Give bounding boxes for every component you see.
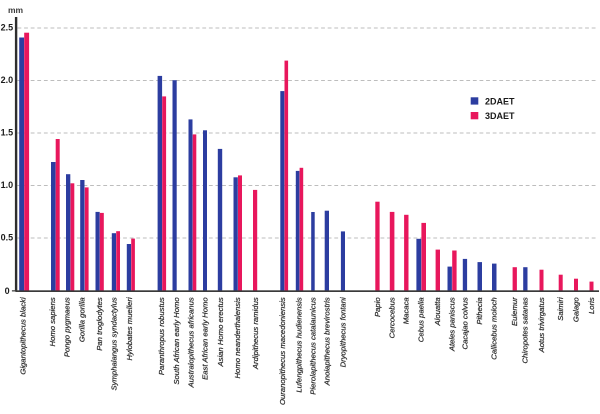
svg-text:Pierolapithecus catalaunicus: Pierolapithecus catalaunicus <box>308 297 317 395</box>
svg-text:Papio: Papio <box>373 297 382 317</box>
svg-text:Australopithecus africanus: Australopithecus africanus <box>186 297 195 388</box>
svg-text:Saimiri: Saimiri <box>556 297 565 321</box>
svg-text:2.0: 2.0 <box>1 75 14 85</box>
svg-text:Ateles paniscus: Ateles paniscus <box>448 297 457 352</box>
svg-text:Gigantopithecus blacki: Gigantopithecus blacki <box>18 297 27 375</box>
svg-text:Cercocebus: Cercocebus <box>388 297 397 338</box>
svg-text:Alouatta: Alouatta <box>433 297 442 327</box>
svg-text:Cacajao colvus: Cacajao colvus <box>460 297 469 349</box>
svg-text:Dryopithecus fontani: Dryopithecus fontani <box>338 297 347 367</box>
svg-text:Homo neanderthalensis: Homo neanderthalensis <box>233 297 242 378</box>
svg-text:Pithecia: Pithecia <box>475 297 484 325</box>
svg-text:Gorilla gorilla: Gorilla gorilla <box>77 297 86 343</box>
svg-text:Pongo pygmaeus: Pongo pygmaeus <box>62 297 71 357</box>
svg-text:Galago: Galago <box>571 297 580 323</box>
svg-text:Asian Homo erectus: Asian Homo erectus <box>216 297 225 367</box>
svg-text:Homo sapiens: Homo sapiens <box>48 297 57 346</box>
svg-text:Anoiapithecus brevirostris: Anoiapithecus brevirostris <box>322 297 331 386</box>
svg-text:2.5: 2.5 <box>1 23 14 33</box>
svg-text:Cebus paella: Cebus paella <box>417 297 426 343</box>
svg-text:Lufengpithecus hudienensis: Lufengpithecus hudienensis <box>294 297 303 392</box>
svg-text:Chiropotes satanas: Chiropotes satanas <box>521 297 530 363</box>
svg-text:Ouranopithecus macedoniensis: Ouranopithecus macedoniensis <box>278 297 287 405</box>
svg-text:mm: mm <box>8 5 24 15</box>
svg-text:1.5: 1.5 <box>1 128 14 138</box>
svg-text:3DAET: 3DAET <box>485 111 515 121</box>
svg-text:East African early Homo: East African early Homo <box>200 297 209 380</box>
svg-text:Pan troglodytes: Pan troglodytes <box>95 297 104 351</box>
svg-text:0: 0 <box>5 286 10 296</box>
svg-text:Symphalangus syndactylus: Symphalangus syndactylus <box>110 297 119 390</box>
svg-text:Ardipithecus ramidus: Ardipithecus ramidus <box>251 297 260 370</box>
svg-text:0.5: 0.5 <box>1 233 14 243</box>
svg-text:Eulemur: Eulemur <box>510 297 519 326</box>
svg-text:Hylobates muelleri: Hylobates muelleri <box>125 297 134 361</box>
svg-text:Macaca: Macaca <box>402 297 411 325</box>
svg-text:Loris: Loris <box>587 297 596 314</box>
svg-text:Callicebus moloch: Callicebus moloch <box>490 297 499 359</box>
svg-text:South African early Homo: South African early Homo <box>172 297 181 385</box>
svg-text:Aotus trivirgatus: Aotus trivirgatus <box>537 297 546 353</box>
svg-text:2DAET: 2DAET <box>485 96 515 106</box>
svg-text:Paranthropus robustus: Paranthropus robustus <box>157 297 166 375</box>
svg-text:1.0: 1.0 <box>1 180 14 190</box>
